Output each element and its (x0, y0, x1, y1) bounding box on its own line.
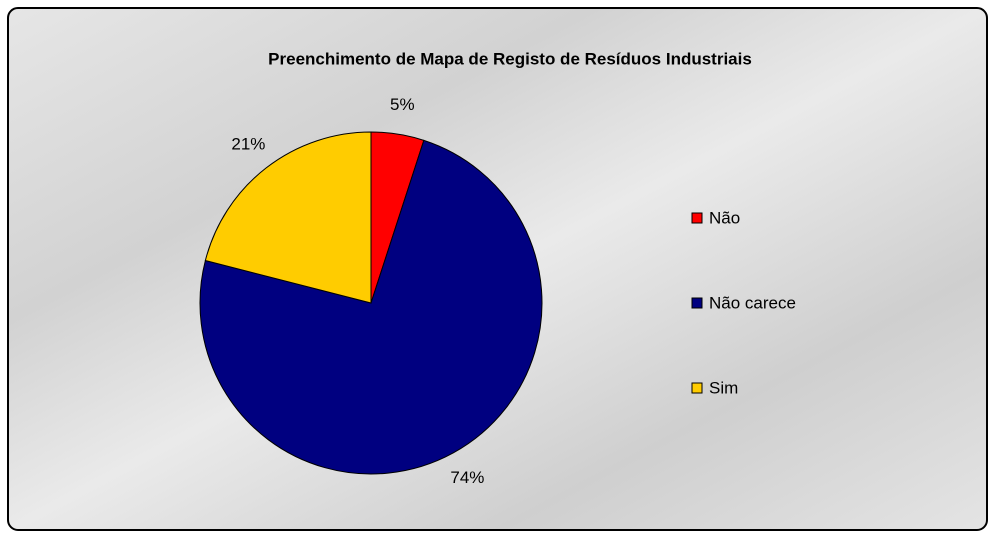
data-label: 74% (450, 468, 484, 487)
chart-title: Preenchimento de Mapa de Registo de Resí… (268, 49, 752, 68)
legend-swatch (691, 382, 703, 394)
pie-slice (199, 139, 543, 475)
legend-label: Não (709, 208, 740, 227)
data-label: 5% (390, 95, 415, 114)
legend-label: Não carece (709, 293, 796, 312)
legend-label: Sim (709, 378, 738, 397)
data-label: 21% (231, 134, 265, 153)
legend-swatch (691, 212, 703, 224)
pie-slice (204, 131, 372, 304)
legend-swatch (691, 297, 703, 309)
